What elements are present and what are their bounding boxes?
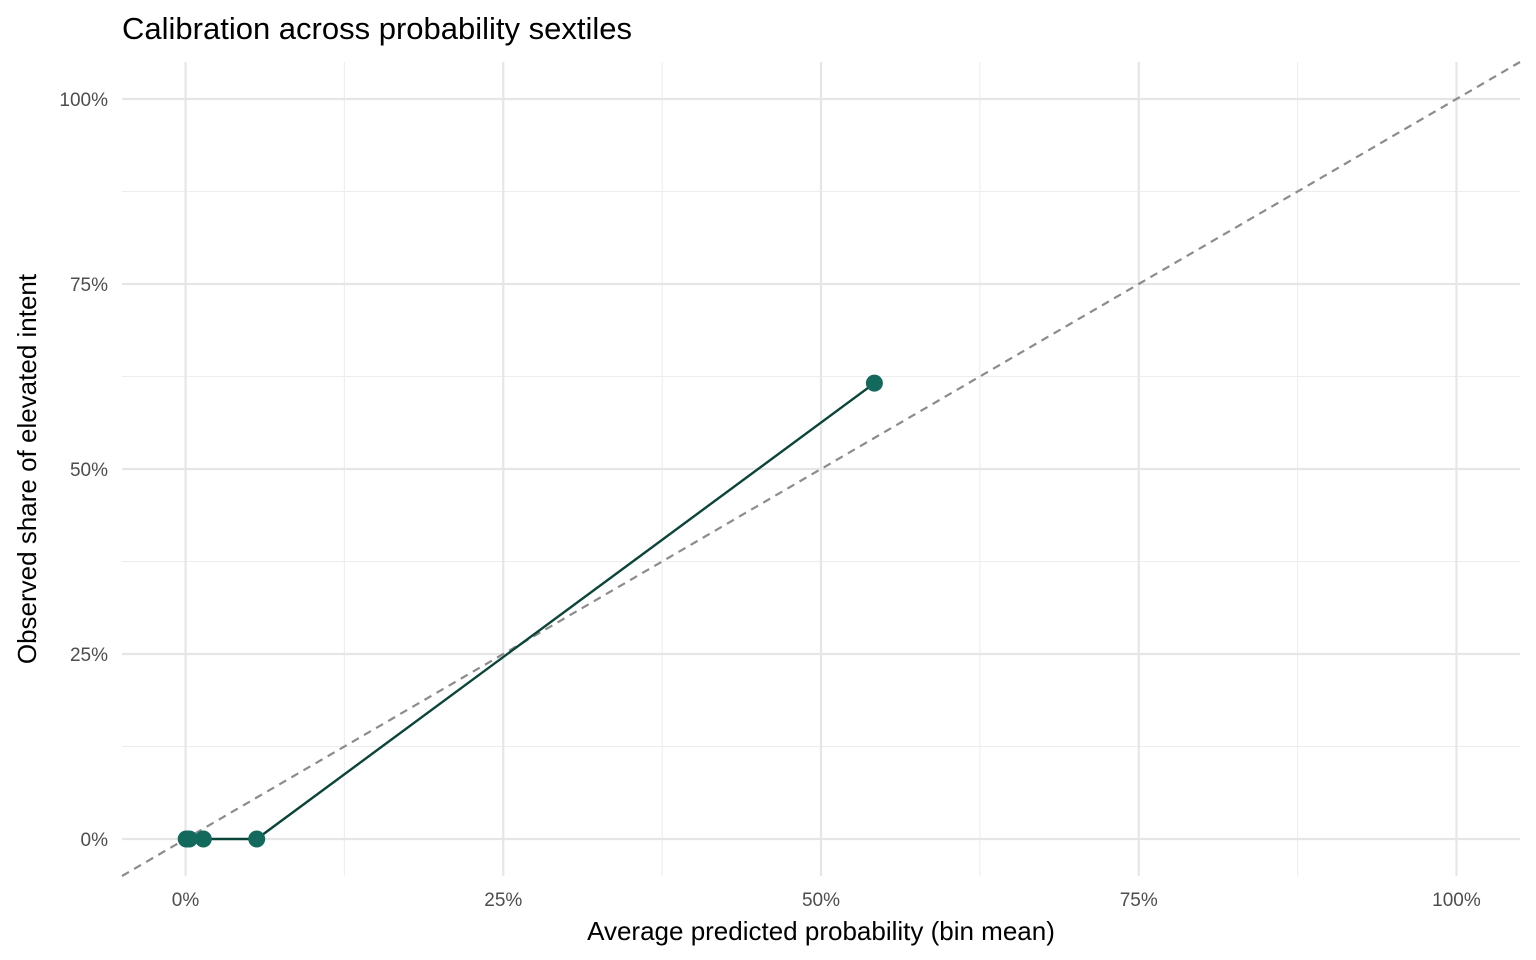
y-axis-tick-labels: 0% 25% 50% 75% 100% (59, 90, 108, 851)
x-tick-label: 25% (484, 890, 522, 911)
x-axis-tick-labels: 0% 25% 50% 75% 100% (172, 890, 1481, 911)
x-tick-label: 75% (1120, 890, 1158, 911)
chart-title: Calibration across probability sextiles (122, 11, 632, 46)
y-tick-label: 0% (81, 830, 109, 851)
y-tick-label: 25% (70, 645, 108, 666)
reference-diagonal-line (121, 61, 1521, 877)
x-tick-label: 100% (1432, 890, 1481, 911)
data-point-3 (194, 830, 212, 848)
y-tick-label: 50% (70, 460, 108, 481)
y-axis-title: Observed share of elevated intent (12, 273, 42, 664)
major-gridlines (122, 62, 1520, 876)
x-axis-title: Average predicted probability (bin mean) (587, 916, 1055, 946)
y-tick-label: 100% (59, 90, 108, 111)
x-tick-label: 0% (172, 890, 200, 911)
data-point-4 (248, 830, 266, 848)
calibration-points (177, 374, 883, 848)
y-tick-label: 75% (70, 275, 108, 296)
x-tick-label: 50% (802, 890, 840, 911)
data-point-5 (865, 374, 883, 392)
calibration-series-line (186, 382, 876, 841)
data-point-2 (180, 830, 198, 848)
